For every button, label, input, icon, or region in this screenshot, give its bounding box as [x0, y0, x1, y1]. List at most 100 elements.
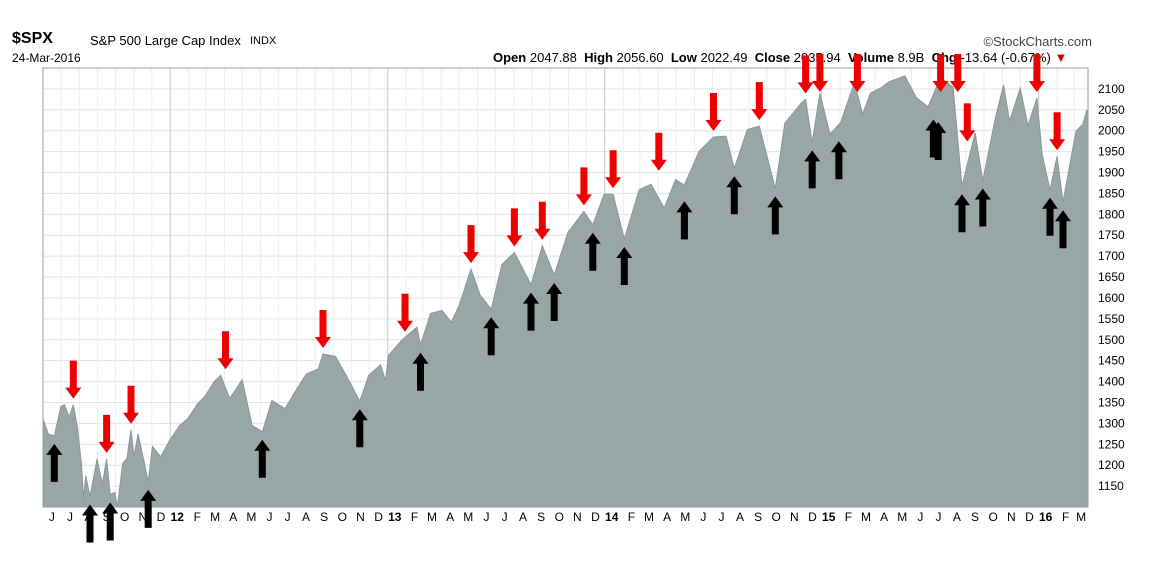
buy-arrow — [102, 502, 119, 541]
buy-arrow — [351, 409, 368, 448]
x-tick-label: J — [67, 510, 73, 524]
x-tick-label: 13 — [388, 510, 402, 524]
x-tick-label: 16 — [1039, 510, 1053, 524]
sell-arrow — [65, 360, 82, 399]
index-name: S&P 500 Large Cap Index — [90, 33, 241, 48]
x-tick-label: D — [374, 510, 383, 524]
sell-arrow — [811, 54, 828, 92]
buy-arrow — [974, 188, 991, 227]
buy-arrow — [804, 150, 821, 189]
low-label: Low — [670, 50, 697, 65]
y-tick-label: 1500 — [1098, 333, 1125, 347]
x-tick-label: A — [736, 510, 744, 524]
y-tick-label: 1600 — [1098, 291, 1125, 305]
y-tick-label: 1900 — [1098, 166, 1125, 180]
x-tick-label: D — [808, 510, 817, 524]
high-label: High — [584, 50, 613, 65]
sell-arrow — [506, 208, 523, 247]
x-tick-label: A — [880, 510, 888, 524]
x-tick-label: M — [427, 510, 437, 524]
x-tick-label: N — [139, 510, 148, 524]
x-tick-label: F — [411, 510, 418, 524]
x-tick-label: 14 — [605, 510, 619, 524]
quote-date: 24-Mar-2016 — [12, 51, 81, 65]
price-area — [42, 75, 1089, 508]
x-tick-label: J — [285, 510, 291, 524]
open-value: 2047.88 — [529, 50, 577, 65]
y-tick-label: 1550 — [1098, 312, 1125, 326]
y-tick-label: 2100 — [1098, 82, 1125, 96]
x-tick-label: A — [663, 510, 671, 524]
y-tick-label: 1700 — [1098, 249, 1125, 263]
sell-arrow — [98, 414, 115, 453]
x-tick-label: J — [266, 510, 272, 524]
open-label: Open — [493, 50, 527, 65]
x-tick-label: A — [302, 510, 310, 524]
high-value: 2056.60 — [616, 50, 664, 65]
close-label: Close — [754, 50, 791, 65]
x-tick-label: M — [861, 510, 871, 524]
sell-arrow — [797, 55, 814, 94]
sell-arrow — [705, 93, 722, 131]
x-tick-label: A — [446, 510, 454, 524]
chg-down-icon: ▼ — [1054, 50, 1068, 65]
sell-arrow — [217, 331, 234, 370]
sell-arrow — [534, 201, 551, 240]
buy-arrow — [546, 283, 563, 321]
sell-arrow — [1049, 112, 1066, 151]
low-value: 2022.49 — [700, 50, 748, 65]
x-tick-label: J — [49, 510, 55, 524]
y-tick-label: 1400 — [1098, 375, 1125, 389]
x-tick-label: J — [936, 510, 942, 524]
buy-arrow — [767, 196, 784, 235]
sell-arrow — [1028, 54, 1045, 93]
x-tick-label: J — [483, 510, 489, 524]
x-tick-label: A — [229, 510, 237, 524]
x-tick-label: J — [917, 510, 923, 524]
sell-arrow — [123, 385, 139, 424]
volume-value: 8.9B — [897, 50, 925, 65]
x-axis: JJASOND12FMAMJJASOND13FMAMJJASOND14FMAMJ… — [49, 510, 1086, 524]
x-tick-label: D — [1025, 510, 1034, 524]
buy-arrow — [726, 176, 743, 215]
buy-arrow — [412, 352, 429, 391]
x-tick-label: F — [628, 510, 635, 524]
sell-arrow — [605, 150, 622, 189]
y-tick-label: 1950 — [1098, 145, 1125, 159]
sell-arrow — [751, 82, 768, 121]
x-tick-label: O — [120, 510, 129, 524]
y-tick-label: 1450 — [1098, 354, 1125, 368]
x-tick-label: 15 — [822, 510, 836, 524]
buy-arrow — [676, 201, 693, 240]
buy-arrow — [930, 122, 947, 160]
x-tick-label: M — [644, 510, 654, 524]
x-tick-label: N — [356, 510, 365, 524]
y-tick-label: 2050 — [1098, 103, 1125, 117]
buy-arrow — [483, 317, 500, 356]
y-tick-label: 1650 — [1098, 270, 1125, 284]
x-tick-label: N — [573, 510, 582, 524]
y-axis: 1150 1200 1250 1300 1350 1400 1450 1500 1550 1600… — [1098, 82, 1125, 493]
x-tick-label: M — [897, 510, 907, 524]
x-tick-label: O — [338, 510, 347, 524]
y-tick-label: 2000 — [1098, 124, 1125, 138]
buy-arrow — [830, 141, 847, 180]
x-tick-label: O — [555, 510, 564, 524]
y-tick-label: 1850 — [1098, 186, 1125, 200]
x-tick-label: M — [680, 510, 690, 524]
buy-arrow — [584, 232, 601, 271]
y-tick-label: 1300 — [1098, 416, 1125, 430]
sell-arrow — [463, 225, 479, 264]
x-tick-label: F — [1062, 510, 1069, 524]
x-tick-label: S — [971, 510, 979, 524]
sell-arrow — [849, 54, 866, 92]
plot-frame — [42, 67, 1089, 508]
x-tick-label: S — [537, 510, 545, 524]
x-tick-label: S — [754, 510, 762, 524]
sell-arrow — [315, 310, 331, 348]
x-tick-label: O — [772, 510, 781, 524]
x-tick-label: D — [591, 510, 600, 524]
x-tick-label: A — [953, 510, 961, 524]
buy-arrow — [82, 504, 98, 543]
